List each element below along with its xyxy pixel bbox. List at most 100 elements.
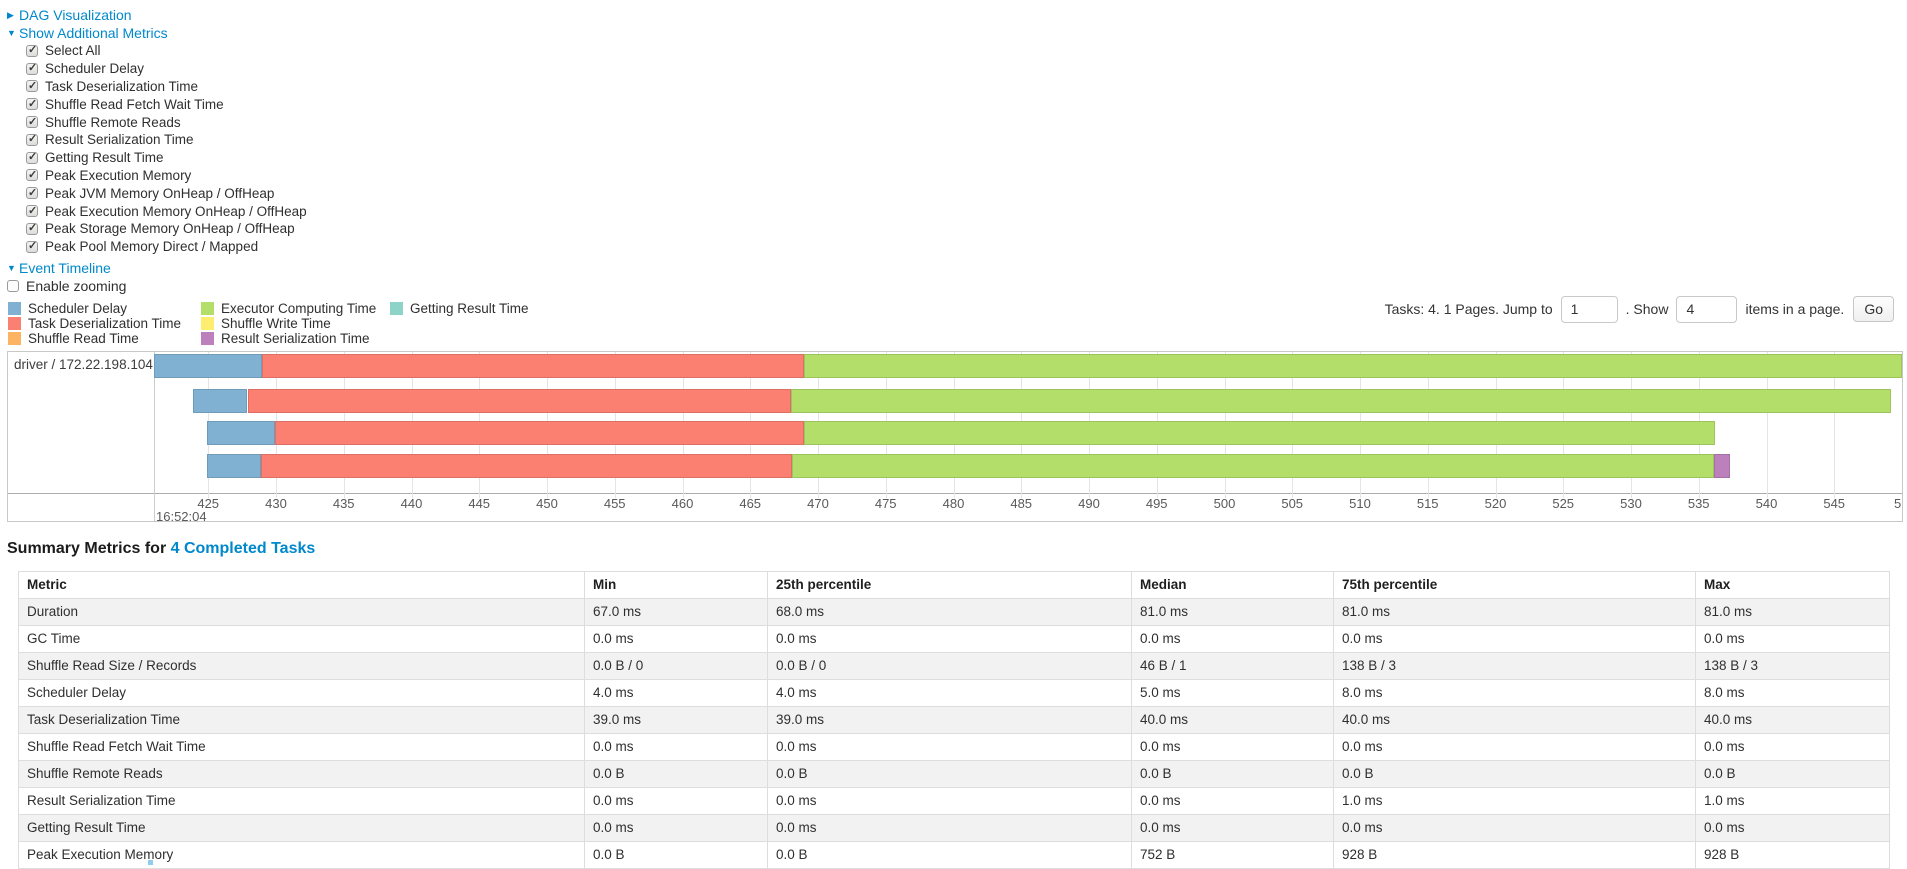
- axis-tick-label: 535: [1687, 496, 1710, 511]
- axis-tick-label: 445: [468, 496, 491, 511]
- metric-value-cell: 0.0 B: [584, 760, 768, 788]
- legend-label: Getting Result Time: [410, 301, 529, 317]
- metric-checkbox-row: Shuffle Remote Reads: [26, 113, 307, 131]
- task-bar-segment-scheduler-delay[interactable]: [154, 354, 263, 378]
- checkbox-icon[interactable]: [26, 79, 38, 93]
- metric-name-cell: Shuffle Read Fetch Wait Time: [18, 733, 585, 761]
- metric-name-cell: Duration: [18, 598, 585, 626]
- table-header-row: Metric Min 25th percentile Median 75th perce…: [18, 571, 1890, 599]
- metric-checkbox-label: Peak Execution Memory: [45, 167, 192, 183]
- checkbox-icon[interactable]: [26, 43, 38, 57]
- metric-checkbox-label: Getting Result Time: [45, 150, 164, 166]
- task-bar-segment-task-deserialization[interactable]: [247, 389, 791, 413]
- checkbox-icon[interactable]: [26, 150, 38, 164]
- task-deserialization-swatch-icon: [8, 317, 21, 331]
- jump-to-page-input[interactable]: [1560, 295, 1618, 323]
- metric-value-cell: 0.0 ms: [767, 787, 1132, 815]
- checkbox-icon[interactable]: [26, 221, 38, 235]
- metric-value-cell: 0.0 B: [584, 841, 768, 869]
- task-bar-segment-scheduler-delay[interactable]: [206, 454, 261, 478]
- checkbox-icon[interactable]: [26, 239, 38, 253]
- metric-value-cell: 0.0 ms: [1695, 733, 1890, 761]
- metric-value-cell: 4.0 ms: [584, 679, 768, 707]
- event-timeline-chart: driver / 172.22.198.104 16:52:04 425 430 4…: [7, 351, 1903, 522]
- show-additional-metrics-toggle[interactable]: ▼ Show Additional Metrics: [7, 24, 307, 42]
- axis-tick-label: 460: [671, 496, 694, 511]
- legend-item: Getting Result Time: [390, 301, 529, 316]
- metric-checkbox-row: Peak Pool Memory Direct / Mapped: [26, 238, 307, 256]
- metric-value-cell: 81.0 ms: [1131, 598, 1334, 626]
- task-bar-segment-task-deserialization[interactable]: [261, 454, 793, 478]
- metric-value-cell: 0.0 ms: [584, 787, 768, 815]
- checkbox-icon[interactable]: [26, 186, 38, 200]
- axis-tick-label: 435: [332, 496, 355, 511]
- checkbox-icon[interactable]: [26, 168, 38, 182]
- task-bar-segment-result-serialization[interactable]: [1713, 454, 1730, 478]
- legend-label: Scheduler Delay: [28, 301, 128, 317]
- task-bar-segment-task-deserialization[interactable]: [274, 421, 805, 445]
- metric-checkbox-label: Peak Pool Memory Direct / Mapped: [45, 239, 259, 255]
- metric-value-cell: 1.0 ms: [1695, 787, 1890, 815]
- metric-checkbox-label: Peak JVM Memory OnHeap / OffHeap: [45, 185, 275, 201]
- dag-visualization-toggle[interactable]: ▶ DAG Visualization: [7, 6, 307, 24]
- task-bar-segment-executor-computing[interactable]: [804, 421, 1715, 445]
- shuffle-read-swatch-icon: [8, 332, 21, 346]
- items-per-page-input[interactable]: [1676, 295, 1738, 323]
- metric-name-cell: Shuffle Read Size / Records: [18, 652, 585, 680]
- metric-value-cell: 0.0 ms: [584, 814, 768, 842]
- metric-value-cell: 0.0 B: [767, 760, 1132, 788]
- go-button[interactable]: Go: [1853, 296, 1894, 322]
- checkbox-icon[interactable]: [26, 115, 38, 129]
- checkbox-icon[interactable]: [26, 132, 38, 146]
- metric-value-cell: 0.0 ms: [1131, 787, 1334, 815]
- executor-computing-swatch-icon: [201, 302, 214, 316]
- metric-value-cell: 0.0 B / 0: [584, 652, 768, 680]
- task-bar-segment-task-deserialization[interactable]: [262, 354, 805, 378]
- chevron-down-icon: ▼: [7, 28, 16, 38]
- summary-metrics-title-prefix: Summary Metrics for: [7, 540, 167, 557]
- legend-item: Task Deserialization Time: [8, 316, 181, 331]
- metric-value-cell: 0.0 ms: [767, 625, 1132, 653]
- completed-tasks-link[interactable]: 4 Completed Tasks: [170, 540, 316, 557]
- metric-checkbox-row: Peak Execution Memory OnHeap / OffHeap: [26, 202, 307, 220]
- task-bar-segment-executor-computing[interactable]: [804, 354, 1902, 378]
- legend-item: Result Serialization Time: [201, 331, 376, 346]
- legend-item: Shuffle Write Time: [201, 316, 376, 331]
- checkbox-icon[interactable]: [26, 61, 38, 75]
- axis-tick-label: 540: [1755, 496, 1778, 511]
- metric-checkbox-row: Shuffle Read Fetch Wait Time: [26, 95, 307, 113]
- checkbox-icon[interactable]: [26, 97, 38, 111]
- axis-edge-tick-label: 5: [1894, 496, 1902, 511]
- metric-value-cell: 4.0 ms: [767, 679, 1132, 707]
- axis-tick-label: 495: [1145, 496, 1168, 511]
- metric-value-cell: 81.0 ms: [1695, 598, 1890, 626]
- task-bar-segment-executor-computing[interactable]: [792, 454, 1714, 478]
- shuffle-write-swatch-icon: [201, 317, 214, 331]
- axis-tick-label: 505: [1281, 496, 1304, 511]
- task-pagination-suffix: items in a page.: [1745, 301, 1845, 317]
- legend-column: Getting Result Time: [390, 301, 529, 316]
- task-bar-segment-scheduler-delay[interactable]: [193, 389, 248, 413]
- task-pagination: Tasks: 4. 1 Pages. Jump to . Show items …: [1385, 294, 1894, 324]
- metric-value-cell: 0.0 ms: [1333, 733, 1696, 761]
- timeline-axis-line: [8, 493, 1902, 494]
- metric-value-cell: 0.0 ms: [1131, 733, 1334, 761]
- metric-name-cell: Getting Result Time: [18, 814, 585, 842]
- executor-column-divider: [154, 352, 155, 521]
- metric-name-cell: Task Deserialization Time: [18, 706, 585, 734]
- metric-value-cell: 0.0 B / 0: [767, 652, 1132, 680]
- table-row: Shuffle Read Size / Records 0.0 B / 0 0.0 …: [18, 652, 1890, 680]
- checkbox-icon[interactable]: [26, 204, 38, 218]
- metric-value-cell: 928 B: [1333, 841, 1696, 869]
- table-row: Shuffle Read Fetch Wait Time 0.0 ms 0.0 ms…: [18, 733, 1890, 761]
- timeline-gridline: [1766, 352, 1768, 498]
- table-row: Shuffle Remote Reads 0.0 B 0.0 B 0.0 B 0.0 B…: [18, 760, 1890, 788]
- task-bar-segment-scheduler-delay[interactable]: [206, 421, 275, 445]
- dag-visualization-label: DAG Visualization: [19, 7, 132, 23]
- event-timeline-toggle[interactable]: ▼ Event Timeline: [7, 259, 307, 277]
- metric-name-cell: Shuffle Remote Reads: [18, 760, 585, 788]
- enable-zooming-checkbox[interactable]: [7, 279, 19, 292]
- task-bar-segment-executor-computing[interactable]: [790, 389, 1892, 413]
- summary-metrics-table: Metric Min 25th percentile Median 75th perce…: [18, 571, 1890, 869]
- task-pagination-mid-text: . Show: [1625, 301, 1669, 317]
